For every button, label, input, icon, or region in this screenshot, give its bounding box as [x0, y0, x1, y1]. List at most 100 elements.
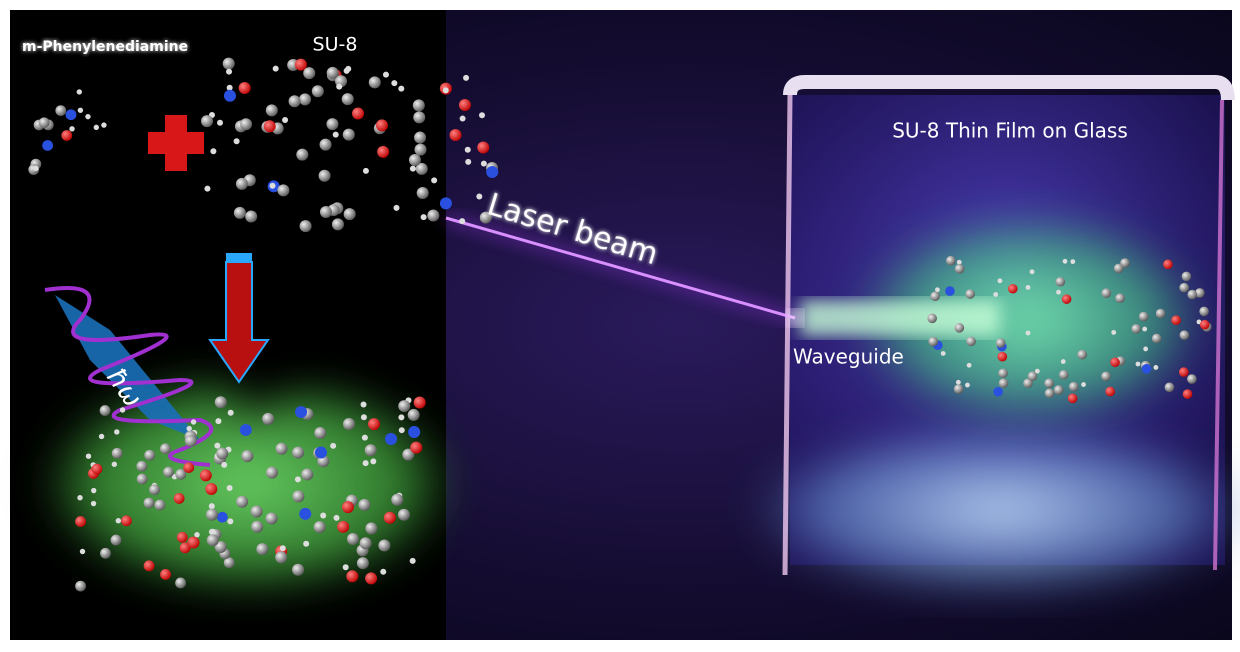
atom [383, 511, 396, 524]
atom [239, 423, 252, 436]
atom [275, 551, 288, 564]
coupling-spot [787, 310, 803, 326]
atom [1044, 388, 1055, 399]
atom [997, 351, 1008, 362]
atom [463, 74, 470, 81]
atom [341, 93, 354, 106]
atom [91, 487, 97, 494]
atom [65, 109, 77, 121]
atom [55, 105, 67, 116]
atom [459, 218, 466, 225]
atom [241, 450, 254, 463]
atom [149, 484, 160, 496]
atom [114, 429, 120, 435]
atom [1187, 374, 1197, 384]
atom [77, 107, 84, 113]
atom [313, 521, 326, 534]
atom [413, 111, 426, 124]
atom [1199, 306, 1209, 317]
atom [479, 211, 492, 224]
atom [362, 460, 369, 467]
atom [76, 89, 83, 95]
atom [33, 165, 39, 172]
atom [226, 484, 233, 491]
atom [1110, 357, 1120, 368]
atom [101, 122, 107, 128]
atom [1056, 289, 1061, 295]
atom [85, 453, 92, 459]
glass-top-edge [783, 75, 1235, 101]
atom [1113, 263, 1124, 274]
atom [408, 154, 421, 167]
atom [414, 143, 427, 156]
atom [61, 130, 73, 141]
atom [935, 287, 940, 293]
atom [385, 433, 398, 446]
atom [296, 148, 309, 161]
atom [38, 117, 50, 129]
atom [346, 532, 359, 545]
atom [342, 128, 355, 141]
atom [1062, 258, 1068, 264]
atom [204, 185, 211, 192]
atom [365, 522, 378, 535]
atom [303, 540, 310, 547]
atom [226, 84, 233, 91]
atom [1171, 315, 1181, 325]
atom [292, 446, 305, 459]
atom [1187, 289, 1198, 300]
atom [360, 414, 367, 421]
atom [333, 514, 340, 521]
atom [277, 184, 290, 197]
atom [1101, 371, 1111, 382]
atom [1067, 393, 1078, 404]
atom [262, 412, 275, 425]
atom [479, 112, 486, 119]
atom [330, 442, 337, 449]
atom [214, 396, 227, 409]
atom [332, 131, 339, 138]
atom [954, 264, 965, 274]
atom [194, 532, 200, 538]
atom [993, 292, 999, 297]
atom [398, 427, 405, 434]
atom [458, 98, 471, 111]
atom [227, 409, 234, 416]
atom [75, 516, 86, 527]
atom [416, 187, 429, 200]
atom [1143, 346, 1149, 352]
atom [945, 286, 955, 296]
atom [414, 131, 427, 144]
atom [121, 515, 132, 527]
film-label: SU-8 Thin Film on Glass [892, 119, 1128, 143]
atom [1141, 364, 1152, 374]
atom [477, 141, 490, 154]
atom [336, 83, 343, 90]
atom [464, 146, 471, 153]
waveguide-label: Waveguide [793, 345, 904, 369]
laser-beam [445, 216, 796, 320]
atom [1055, 276, 1066, 287]
atom [1196, 319, 1202, 325]
atom [1060, 359, 1066, 364]
atom [1142, 326, 1148, 332]
atom [1023, 378, 1033, 389]
atom [319, 206, 332, 219]
atom [206, 534, 219, 547]
atom [431, 177, 438, 184]
atom [361, 434, 368, 441]
atom [1007, 283, 1018, 294]
atom [216, 511, 228, 523]
atom [208, 503, 215, 510]
atom [265, 512, 278, 525]
glass-left-edge [782, 94, 793, 576]
atom [998, 368, 1008, 379]
atom [415, 162, 428, 175]
atom [382, 71, 389, 78]
atom [1044, 378, 1054, 389]
atom [136, 460, 148, 472]
atom [294, 476, 301, 483]
atom [465, 158, 472, 165]
atom [953, 384, 964, 394]
